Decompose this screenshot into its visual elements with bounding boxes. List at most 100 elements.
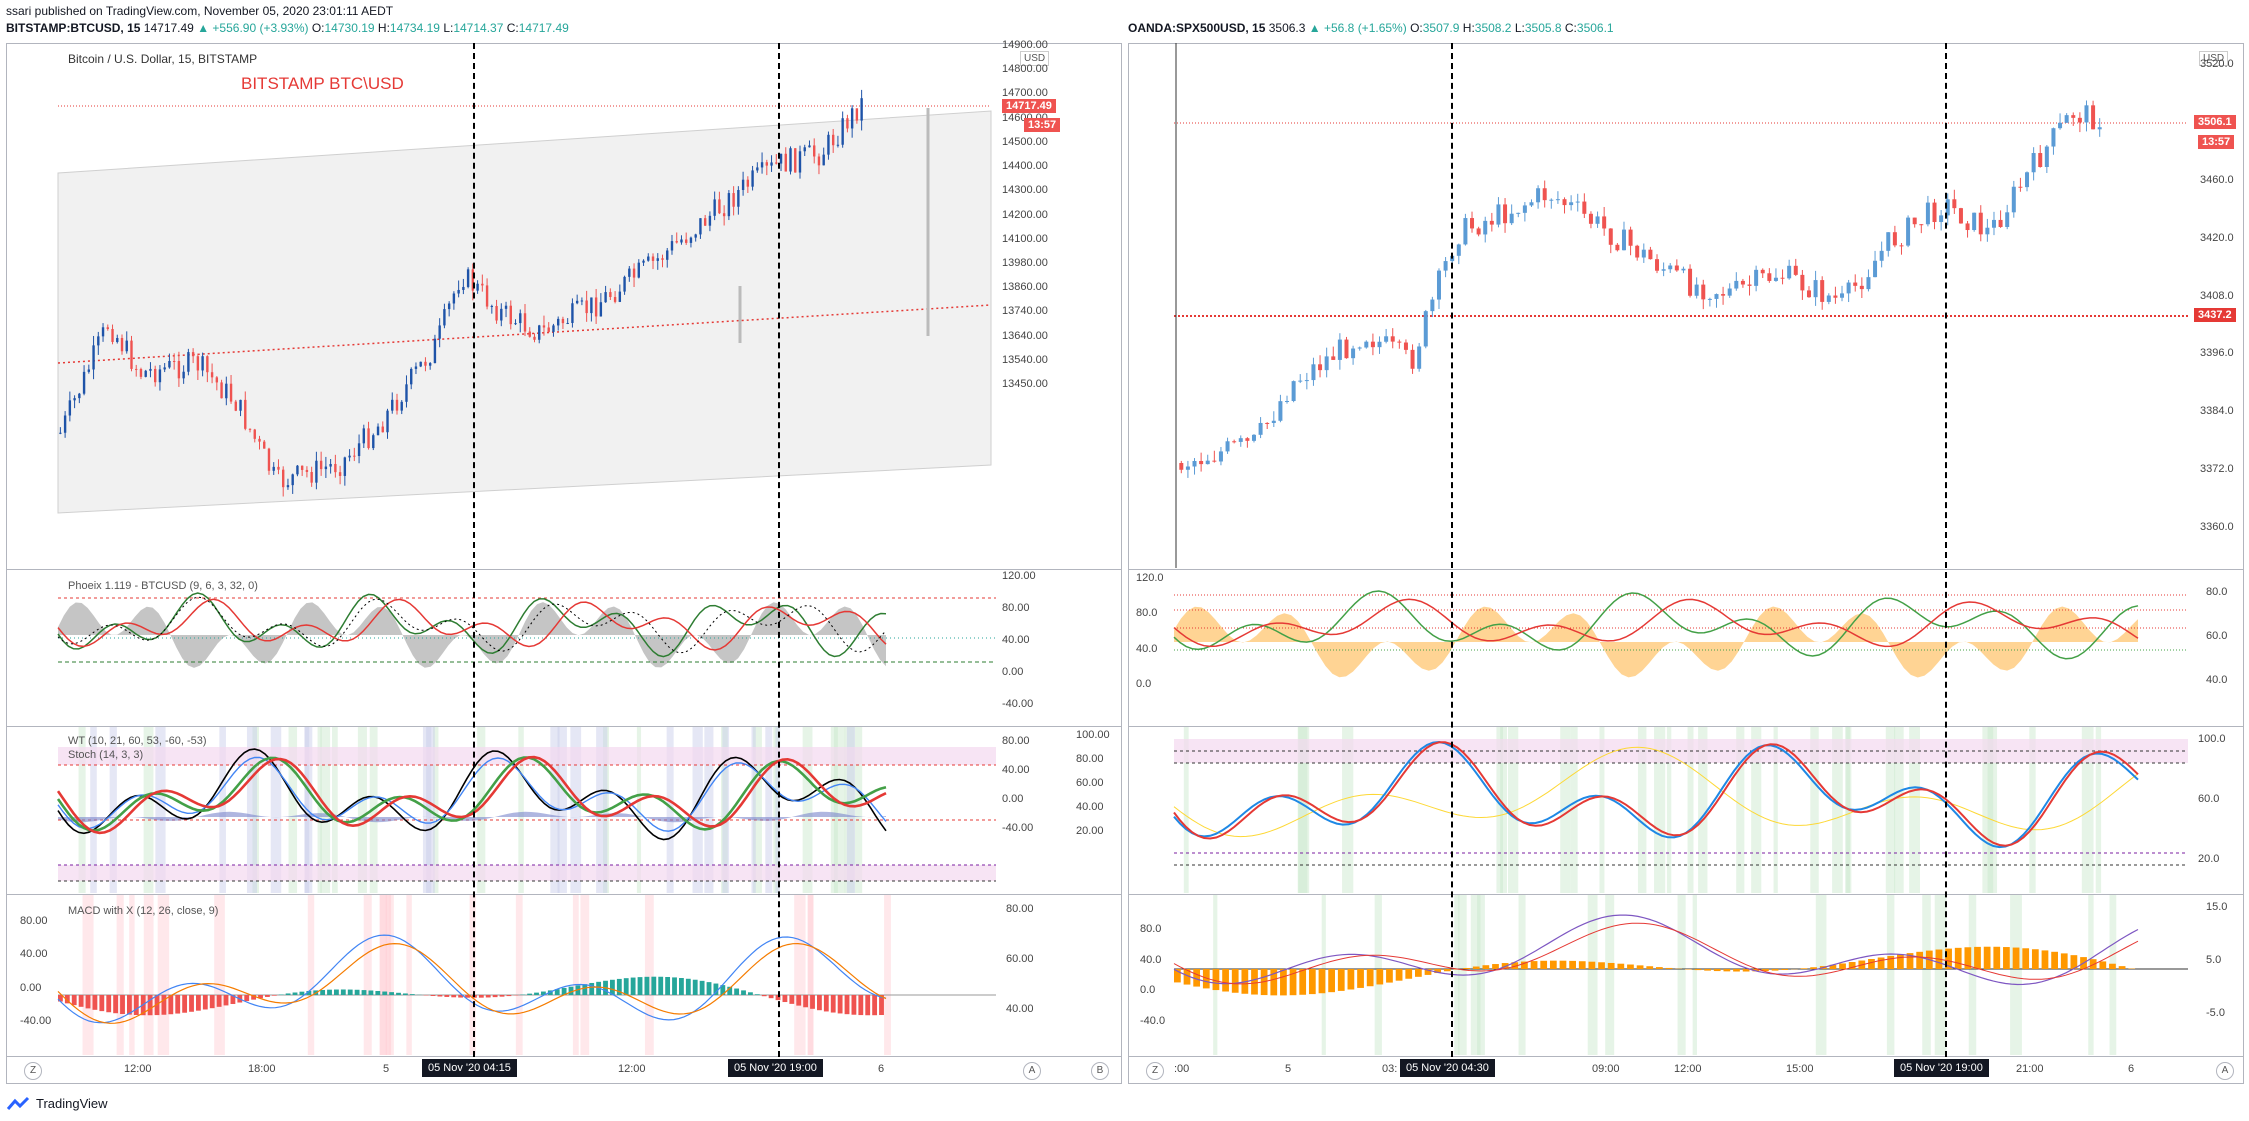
histogram-bar — [1598, 962, 1605, 969]
histogram-bar — [320, 989, 326, 995]
left-l-label: L: — [443, 21, 454, 35]
left-time-axis[interactable]: 12:00 18:00 5 12:00 6 Z A B 05 Nov '20 04:15… — [6, 1057, 1122, 1084]
candle — [400, 400, 403, 415]
histogram-bar — [1887, 955, 1895, 969]
scale-tick: 13980.00 — [1002, 256, 1048, 269]
left-auto-scale-button[interactable]: A — [1023, 1062, 1041, 1080]
indicator-line — [1173, 740, 2139, 849]
left-b-button[interactable]: B — [1091, 1062, 1109, 1080]
left-zoom-button[interactable]: Z — [24, 1062, 42, 1080]
histogram-bar — [1569, 960, 1576, 969]
left-vline2[interactable] — [778, 43, 780, 1057]
candle — [334, 454, 337, 478]
candle — [1357, 346, 1362, 351]
right-vline1[interactable] — [1451, 43, 1453, 1057]
candle — [509, 300, 512, 330]
histogram-bar — [147, 995, 153, 1016]
left-wt-pane[interactable]: WT (10, 21, 60, 53, -60, -53) Stoch (14,… — [6, 727, 1122, 895]
indicator-line — [57, 598, 887, 651]
histogram-bar — [1588, 961, 1596, 969]
candle — [722, 205, 726, 226]
signal-band — [644, 895, 654, 1055]
histogram-bar — [1945, 948, 1952, 969]
histogram-bar — [761, 995, 767, 997]
scale-tick: 3520.0 — [2200, 58, 2234, 70]
histogram-bar — [1511, 962, 1519, 969]
candle — [471, 263, 475, 301]
candle — [1351, 345, 1356, 365]
histogram-bar — [437, 995, 443, 997]
candle — [97, 331, 100, 355]
right-c-label: C: — [1564, 21, 1577, 35]
left-vline1[interactable] — [473, 43, 475, 1057]
scale-tick: -40.00 — [1002, 822, 1034, 834]
candle — [220, 379, 223, 399]
candle — [1265, 422, 1270, 430]
candle — [1820, 276, 1825, 310]
histogram-bar — [789, 995, 795, 1004]
histogram-bar — [2118, 966, 2126, 969]
histogram-bar — [1723, 969, 1731, 972]
scale-tick: 0.00 — [1002, 666, 1024, 678]
signal-band — [379, 895, 388, 1055]
right-time-axis[interactable]: :00 5 03: 09:00 12:00 15:00 21:00 6 Z A 05 Nov … — [1128, 1057, 2244, 1084]
histogram-bar — [258, 995, 263, 999]
candle — [1311, 357, 1316, 386]
histogram-bar — [299, 991, 305, 995]
left-symbol: BITSTAMP:BTCUSD, 15 — [6, 21, 141, 35]
candle — [367, 421, 370, 450]
histogram-bar — [1752, 969, 1760, 972]
right-last: 3506.3 — [1268, 21, 1306, 35]
signal-band — [477, 727, 486, 893]
histogram-bar — [1183, 969, 1191, 985]
signal-band — [1810, 727, 1819, 893]
candle — [1529, 199, 1534, 207]
left-macd-pane[interactable]: MACD with X (12, 26, close, 9) 80.00 40.0… — [6, 895, 1122, 1057]
histogram-bar — [1347, 969, 1355, 990]
right-zoom-button[interactable]: Z — [1146, 1062, 1164, 1080]
candle — [538, 324, 541, 344]
candle — [187, 348, 190, 376]
histogram-bar — [1174, 969, 1181, 983]
candle — [803, 144, 806, 157]
right-auto-scale-button[interactable]: A — [2216, 1062, 2234, 1080]
histogram-bar — [382, 991, 388, 995]
candle — [490, 304, 494, 314]
left-currency-label[interactable]: USD — [1020, 51, 1050, 66]
signal-band — [722, 727, 730, 893]
left-close: 14717.49 — [518, 21, 569, 35]
candle — [452, 291, 456, 310]
signal-band — [1987, 727, 1998, 893]
candle — [860, 89, 863, 131]
candle — [822, 147, 825, 166]
signal-band — [246, 727, 258, 893]
right-osc-pane[interactable]: 120.0 80.0 40.0 0.0 80.0 60.0 40.0 — [1128, 570, 2244, 727]
candle — [528, 327, 531, 338]
histogram-bar — [354, 989, 360, 995]
right-stoch-pane[interactable]: 100.0 60.0 20.0 — [1128, 727, 2244, 895]
histogram-bar — [1231, 969, 1239, 993]
histogram-bar — [727, 986, 733, 995]
histogram-bar — [444, 995, 450, 997]
histogram-bar — [409, 994, 415, 995]
candle — [135, 364, 138, 377]
right-price-pane[interactable]: USD 3520.03480.03460.03420.03408.03396.0… — [1128, 43, 2244, 570]
signal-band — [833, 727, 846, 893]
left-stoch-label: Stoch (14, 3, 3) — [68, 749, 144, 761]
histogram-bar — [1636, 965, 1644, 969]
right-macd-pane[interactable]: 80.0 40.0 0.0 -40.0 15.0 5.0 -5.0 — [1128, 895, 2244, 1057]
right-vline2[interactable] — [1945, 43, 1947, 1057]
signal-band — [830, 727, 838, 893]
candle — [1397, 339, 1402, 349]
right-chart-container[interactable] — [1128, 43, 2244, 1084]
candle — [808, 140, 811, 148]
signal-band — [90, 727, 97, 893]
left-phoeix-pane[interactable]: Phoeix 1.119 - BTCUSD (9, 6, 3, 32, 0) 1… — [6, 570, 1122, 727]
candle — [410, 367, 413, 390]
candle — [495, 299, 498, 324]
right-currency-label[interactable]: USD — [2199, 51, 2229, 66]
histogram-bar — [92, 995, 98, 1010]
candle — [775, 154, 778, 165]
left-price-pane[interactable]: Bitcoin / U.S. Dollar, 15, BITSTAMP BITS… — [6, 39, 1122, 570]
candle — [746, 176, 750, 193]
